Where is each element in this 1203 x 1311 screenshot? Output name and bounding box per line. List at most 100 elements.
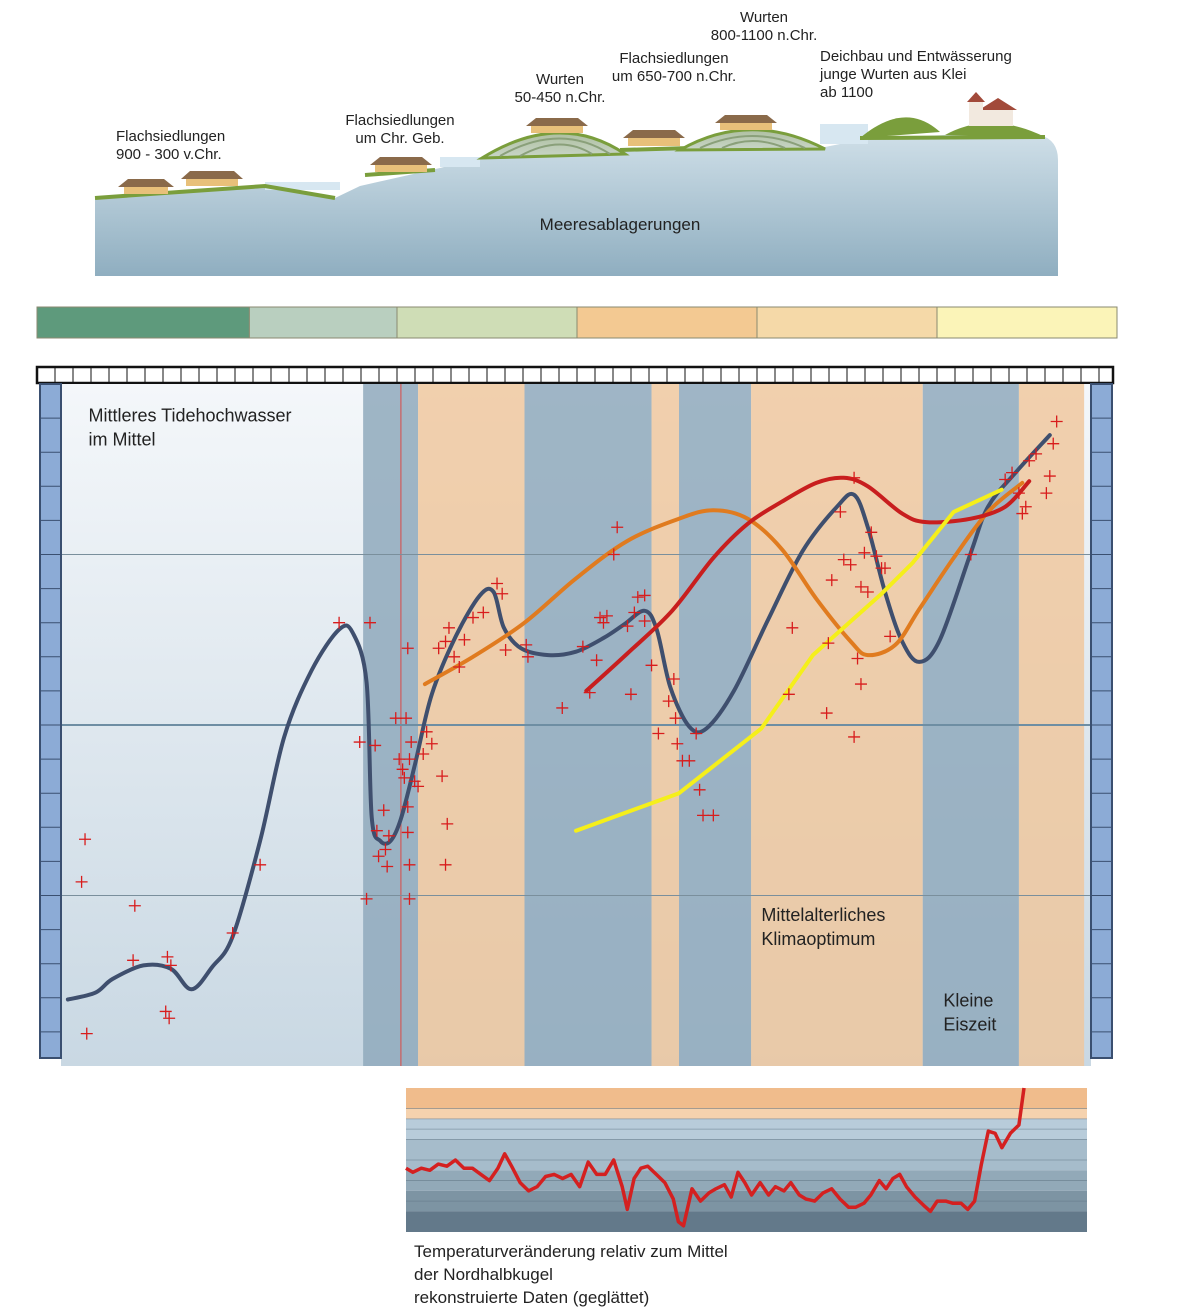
year-ruler <box>35 365 1115 385</box>
data-point-cross <box>79 833 92 846</box>
grass-line <box>94 183 336 200</box>
data-point-cross <box>381 860 394 873</box>
annotation-title: Mittleres Tidehochwasser im Mittel <box>88 406 291 450</box>
data-point-cross <box>127 954 140 967</box>
data-point-cross <box>854 678 867 691</box>
data-point-cross <box>1016 507 1029 520</box>
section-label-flachsiedlungen-chr: Flachsiedlungen um Chr. Geb. <box>345 112 454 147</box>
data-point-cross <box>164 959 177 972</box>
wurt-mound-layer <box>499 137 611 157</box>
behre-2003-line <box>65 433 1052 1002</box>
data-point-cross <box>556 701 569 714</box>
hofstede-1981-line <box>584 475 1032 693</box>
data-point-cross <box>590 654 603 667</box>
year-axis <box>35 365 1115 385</box>
data-point-cross <box>865 526 878 539</box>
data-point-cross <box>417 747 430 760</box>
data-point-cross <box>369 739 382 752</box>
data-point-cross <box>861 586 874 599</box>
data-point-cross <box>662 695 675 708</box>
data-point-cross <box>844 558 857 571</box>
grass-line <box>619 146 691 152</box>
annotation-line: Mittleres Tidehochwasser <box>88 406 291 426</box>
period-cell <box>36 306 250 339</box>
data-point-cross <box>128 899 141 912</box>
data-point-cross <box>491 577 504 590</box>
data-point-cross <box>624 688 637 701</box>
data-point-cross <box>405 736 418 749</box>
data-point-cross <box>441 817 454 830</box>
temperature-line <box>405 1087 1026 1228</box>
data-point-cross <box>372 850 385 863</box>
data-point-cross <box>786 621 799 634</box>
data-point-cross <box>671 737 684 750</box>
young-wurt <box>945 122 1045 137</box>
data-point-cross <box>858 546 871 559</box>
data-point-cross <box>1043 470 1056 483</box>
data-point-cross <box>669 712 682 725</box>
dike <box>860 117 940 138</box>
data-point-cross <box>667 672 680 685</box>
data-point-cross <box>382 829 395 842</box>
data-point-cross <box>403 753 416 766</box>
data-point-cross <box>398 771 411 784</box>
wurt-mound-layer <box>699 135 806 149</box>
data-point-cross <box>597 616 610 629</box>
data-point-cross <box>520 638 533 651</box>
data-point-cross <box>412 780 425 793</box>
chart-annotations: Mittleres Tidehochwasser im Mittel Mittela… <box>88 406 996 1035</box>
temperature-bands <box>406 1088 1087 1232</box>
data-point-cross <box>834 505 847 518</box>
temperature-band <box>406 1139 1087 1171</box>
data-point-cross <box>600 609 613 622</box>
data-point-cross <box>439 858 452 871</box>
data-point-cross <box>1047 437 1060 450</box>
data-point-cross <box>163 1012 176 1025</box>
data-point-cross <box>870 550 883 563</box>
data-point-cross <box>403 858 416 871</box>
data-point-cross <box>448 650 461 663</box>
data-point-cross <box>1006 466 1019 479</box>
water-patch <box>265 182 340 190</box>
data-point-cross <box>161 950 174 963</box>
data-point-cross <box>439 635 452 648</box>
period-cell <box>936 306 1118 339</box>
church-icon <box>967 92 1017 126</box>
data-point-cross <box>683 754 696 767</box>
data-point-cross <box>377 804 390 817</box>
data-point-cross <box>401 800 414 813</box>
wurt-mound-layer <box>519 143 593 157</box>
data-point-cross <box>477 606 490 619</box>
data-point-cross <box>848 730 861 743</box>
data-point-cross <box>80 1027 93 1040</box>
annotation-optimum: Mittelalterliches Klimaoptimum <box>761 905 885 949</box>
annotation-line: Kleine <box>943 990 993 1010</box>
grass-line <box>859 135 1046 140</box>
data-point-cross <box>364 616 376 629</box>
data-point-cross <box>353 736 366 749</box>
period-cell <box>248 306 398 339</box>
data-point-cross <box>964 548 977 561</box>
data-point-cross <box>690 727 703 740</box>
data-point-cross <box>611 521 624 534</box>
temperature-caption: Temperaturveränderung relativ zum Mittel… <box>414 1242 732 1307</box>
data-point-cross <box>697 809 710 822</box>
data-point-cross <box>393 753 406 766</box>
period-cell <box>756 306 938 339</box>
water-patch <box>820 124 868 144</box>
data-point-cross <box>226 927 239 940</box>
data-point-cross <box>436 770 449 783</box>
data-point-cross <box>453 661 466 674</box>
water-patch <box>440 157 480 167</box>
data-point-cross <box>442 621 455 634</box>
data-point-cross <box>389 712 402 725</box>
data-point-cross <box>401 826 414 839</box>
ground-label: Meeresablagerungen <box>540 215 701 234</box>
temperature-band <box>406 1211 1087 1232</box>
data-point-cross <box>638 614 651 627</box>
farmhouse-icon <box>181 171 243 186</box>
series-lines <box>65 433 1052 1002</box>
sea-level-chart: Mittleres Tidehochwasser im Mittel Mittela… <box>39 383 1113 1066</box>
data-point-cross <box>583 686 596 699</box>
